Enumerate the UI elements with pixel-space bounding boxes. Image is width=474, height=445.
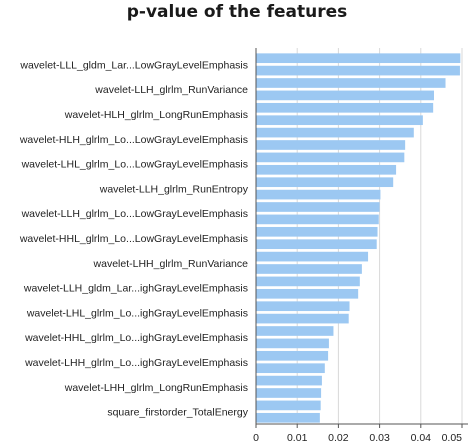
bar: [256, 412, 320, 423]
bar: [256, 53, 461, 64]
bar: [256, 102, 434, 113]
y-tick-labels: wavelet-LLL_gldm_Lar...LowGrayLevelEmpha…: [19, 59, 249, 418]
bar: [256, 400, 321, 411]
x-tick-label: 0.04: [411, 432, 432, 444]
bar: [256, 177, 394, 188]
y-tick-label: wavelet-LHL_glrlm_Lo...LowGrayLevelEmpha…: [21, 159, 248, 171]
bar: [256, 90, 434, 101]
bar: [256, 350, 329, 361]
bar: [256, 375, 322, 386]
y-tick-label: wavelet-LHH_glrlm_LongRunEmphasis: [64, 382, 248, 394]
bar: [256, 264, 362, 274]
x-tick-label: 0.02: [328, 432, 349, 444]
bars: [256, 53, 461, 423]
bar: [256, 189, 381, 200]
x-tick-label: 0.05: [442, 432, 463, 444]
y-tick-label: wavelet-LHL_glrlm_Lo...ighGrayLevelEmpha…: [26, 307, 248, 319]
bar: [256, 226, 378, 237]
bar: [256, 202, 380, 212]
bar: [256, 152, 405, 163]
x-tick-label: 0.01: [287, 432, 308, 444]
chart-title: p-value of the features: [127, 2, 348, 22]
bar: [256, 313, 349, 324]
bar: [256, 65, 460, 76]
bar: [256, 164, 397, 175]
bar: [256, 388, 322, 398]
bar: [256, 301, 350, 312]
x-tick-labels: 0 0.01 0.02 0.03 0.04 0.05: [253, 424, 463, 444]
y-tick-label: wavelet-LLH_gldm_Lar...ighGrayLevelEmpha…: [23, 283, 248, 295]
x-tick-label: 0: [253, 432, 259, 444]
bar: [256, 326, 334, 336]
y-tick-label: wavelet-LHH_glrlm_RunVariance: [93, 258, 249, 270]
x-tick-label: 0.03: [369, 432, 390, 444]
y-tick-label: square_firstorder_TotalEnergy: [107, 407, 248, 419]
y-tick-label: wavelet-HHL_glrlm_Lo...LowGrayLevelEmpha…: [19, 233, 248, 245]
y-tick-label: wavelet-HHL_glrlm_Lo...ighGrayLevelEmpha…: [24, 332, 248, 344]
bar: [256, 288, 359, 299]
y-tick-label: wavelet-HLH_glrlm_LongRunEmphasis: [64, 109, 248, 121]
y-tick-label: wavelet-HLH_glrlm_Lo...LowGrayLevelEmpha…: [19, 134, 248, 146]
bar: [256, 214, 379, 225]
bar: [256, 276, 360, 287]
bar: [256, 127, 414, 138]
y-tick-label: wavelet-LLH_glrlm_RunVariance: [94, 84, 248, 96]
y-tick-label: wavelet-LLH_glrlm_RunEntropy: [99, 183, 249, 195]
y-tick-label: wavelet-LHH_glrlm_Lo...ighGrayLevelEmpha…: [24, 357, 248, 369]
y-tick-label: wavelet-LLH_glrlm_Lo...LowGrayLevelEmpha…: [21, 208, 248, 220]
bar: [256, 338, 329, 349]
bar: [256, 115, 423, 126]
bar: [256, 78, 446, 88]
bar: [256, 239, 377, 250]
bar: [256, 140, 406, 150]
y-tick-label: wavelet-LLL_gldm_Lar...LowGrayLevelEmpha…: [19, 59, 248, 71]
bar: [256, 363, 325, 374]
bar: [256, 251, 369, 262]
